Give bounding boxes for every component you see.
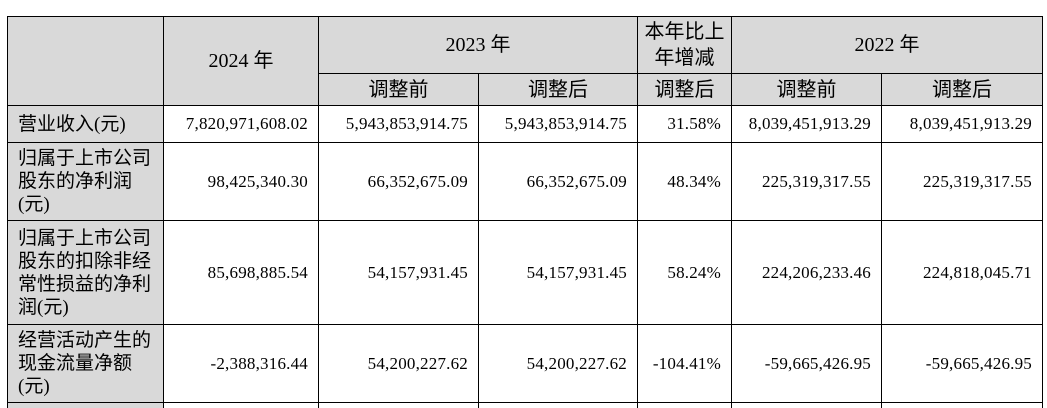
cell-2024-value: -2,388,316.44 [163,324,319,403]
cell-2022-pre-value: 225,319,317.55 [731,142,882,221]
row-label: 营业收入(元) [7,105,164,143]
header-yoy-post-adjust: 调整后 [637,73,732,106]
cell-yoy-value: 58.24% [637,220,732,325]
row-label: 归属于上市公司 股东的扣除非经 常性损益的净利 润(元) [7,220,164,325]
row-label [7,402,164,408]
table-row-operating-revenue: 营业收入(元) 7,820,971,608.02 5,943,853,914.7… [7,105,1043,143]
cell-yoy-value: 48.34% [637,142,732,221]
header-yoy-change: 本年比上 年增减 [637,16,732,74]
cell-2023-post-value: 54,200,227.62 [478,324,638,403]
cell-2023-post-value: 54,157,931.45 [478,220,638,325]
cell-2022-pre-value: 224,206,233.46 [731,220,882,325]
row-label: 归属于上市公司 股东的净利润 (元) [7,142,164,221]
cell-2023-pre-value: 54,200,227.62 [318,324,479,403]
header-year-2024: 2024 年 [163,16,319,106]
header-year-2023: 2023 年 [318,16,638,74]
cell-2024-value: 7,820,971,608.02 [163,105,319,143]
cell-2023-post-value: 66,352,675.09 [478,142,638,221]
header-2023-pre-adjust: 调整前 [318,73,479,106]
cell-2023-pre-value: 66,352,675.09 [318,142,479,221]
cell-2024-value: 85,698,885.54 [163,220,319,325]
cell-2022-pre-value: 8,039,451,913.29 [731,105,882,143]
cell-2022-post-value: 224,818,045.71 [881,220,1043,325]
header-row-years: 2024 年 2023 年 本年比上 年增减 2022 年 [7,16,1043,106]
cell-2024-value [163,402,319,408]
cell-2022-post-value: -59,665,426.95 [881,324,1043,403]
table-row-net-profit-excl-nonrecurring: 归属于上市公司 股东的扣除非经 常性损益的净利 润(元) 85,698,885.… [7,220,1043,325]
table-row-operating-cash-flow: 经营活动产生的 现金流量净额 (元) -2,388,316.44 54,200,… [7,324,1043,403]
cell-2022-post-value [881,402,1043,408]
header-2022-pre-adjust: 调整前 [731,73,882,106]
cell-2023-pre-value: 5,943,853,914.75 [318,105,479,143]
table-row-partial-clipped [7,402,1043,408]
cell-2022-post-value: 8,039,451,913.29 [881,105,1043,143]
header-blank-cell [7,16,164,106]
header-year-2022: 2022 年 [731,16,1043,74]
financial-summary-table: 2024 年 2023 年 本年比上 年增减 2022 年 调整前 调整后 调整… [7,16,1043,408]
cell-2024-value: 98,425,340.30 [163,142,319,221]
cell-2023-post-value: 5,943,853,914.75 [478,105,638,143]
cell-yoy-value: 31.58% [637,105,732,143]
cell-2023-pre-value: 54,157,931.45 [318,220,479,325]
header-2022-post-adjust: 调整后 [881,73,1043,106]
table-row-net-profit: 归属于上市公司 股东的净利润 (元) 98,425,340.30 66,352,… [7,142,1043,221]
header-2023-post-adjust: 调整后 [478,73,638,106]
cell-2023-post-value [478,402,638,408]
cell-2022-pre-value [731,402,882,408]
cell-2022-pre-value: -59,665,426.95 [731,324,882,403]
row-label: 经营活动产生的 现金流量净额 (元) [7,324,164,403]
cell-2023-pre-value [318,402,479,408]
cell-2022-post-value: 225,319,317.55 [881,142,1043,221]
header-row-adjustments: 调整前 调整后 调整后 调整前 调整后 [8,73,1043,106]
cell-yoy-value: -104.41% [637,324,732,403]
cell-yoy-value [637,402,732,408]
